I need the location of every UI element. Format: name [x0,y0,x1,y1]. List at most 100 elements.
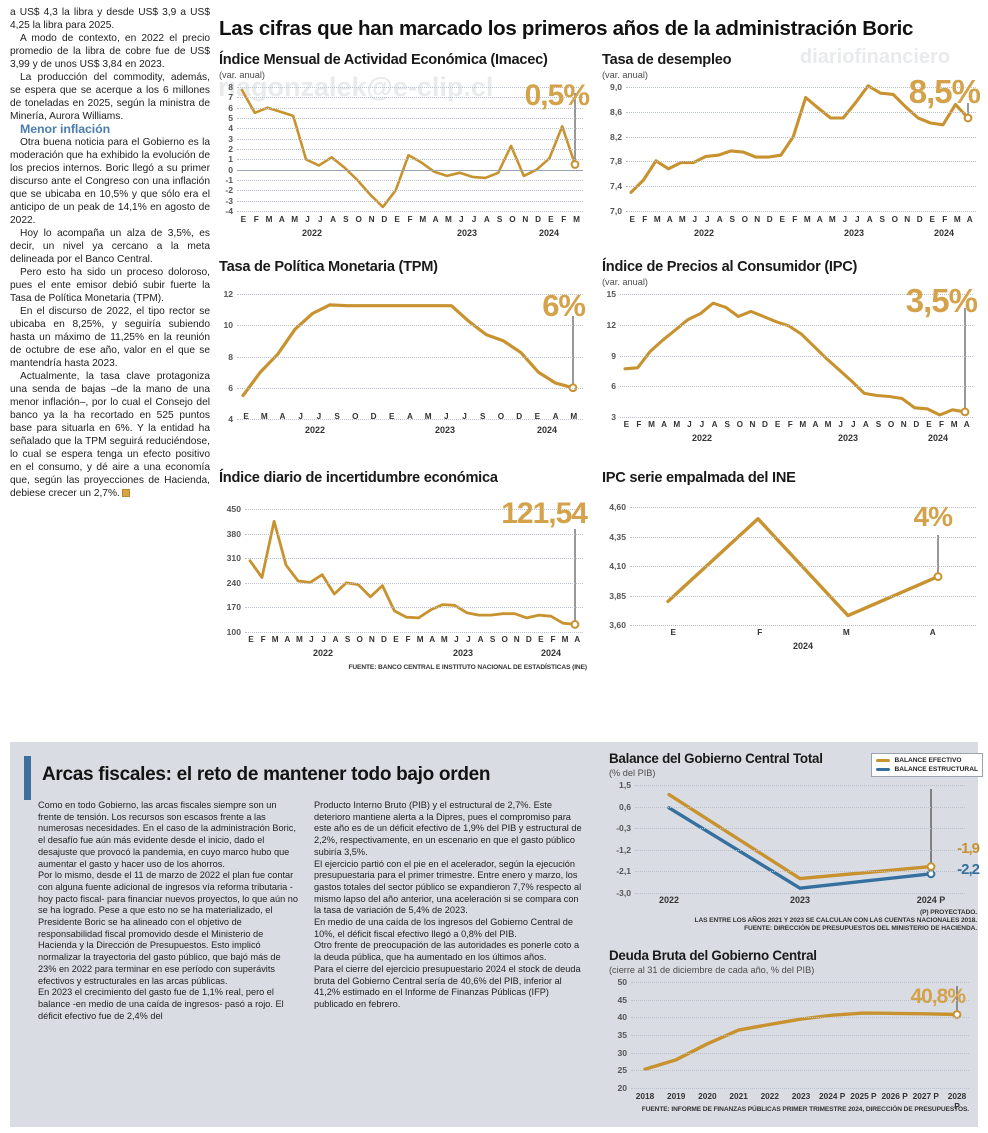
y-axis-tick-label: 1 [228,154,233,165]
gridline [237,180,583,181]
chart-balance: Balance del Gobierno Central Total (% de… [609,750,988,932]
article-paragraph-text: Actualmente, la tasa clave protagoniza u… [10,371,210,499]
gridline [237,97,583,99]
x-axis-tick-label: S [724,420,730,429]
article-paragraph: A modo de contexto, en 2022 el precio pr… [10,33,210,70]
y-axis-tick-label: 4,10 [609,561,626,571]
x-axis-tick-label: 2020 [698,1091,717,1101]
chart-desempleo: Tasa de desempleo (var. anual) 9,0 8,6 8,2… [602,52,981,238]
article-paragraph: En el discurso de 2022, el tipo rector s… [10,306,210,369]
x-axis-tick-label: M [295,635,303,644]
x-axis-tick-label: 2024 P [819,1091,846,1101]
fiscal-paragraph: Para el cierre del ejercicio presupuesta… [314,963,581,1009]
y-axis-tick-label: 40 [617,1012,627,1023]
x-axis-tick-label: 2018 [635,1091,655,1101]
gridline [626,87,976,88]
x-axis-tick-label: E [248,635,254,644]
y-axis-tick-label: 45 [617,994,627,1005]
gridline [237,128,583,130]
x-axis-tick-label: A [711,420,718,429]
page-title: Las cifras que han marcado los primeros … [219,17,914,40]
x-axis-year-label: 2023 [452,648,474,658]
article-paragraph: Actualmente, la tasa clave protagoniza u… [10,370,210,500]
chart-note: LAS ENTRE LOS AÑOS 2021 Y 2023 SE CALCUL… [694,917,978,924]
x-axis-tick-label: O [352,412,359,421]
gridline [237,138,583,140]
x-axis-tick-label: 2026 P [881,1091,908,1101]
x-axis-tick-label: S [480,412,486,421]
x-axis-tick-label: J [692,215,698,224]
last-value-marker [926,862,936,871]
x-axis-tick-label: J [318,215,323,224]
y-axis-tick-label: 7,8 [610,156,622,167]
chart-title: Deuda Bruta del Gobierno Central [609,948,817,963]
x-axis-tick-label: A [284,635,291,644]
x-axis-tick-label: N [513,635,520,644]
gridline [237,419,583,420]
x-axis-tick-label: E [548,215,554,224]
x-axis-tick-label: D [916,215,923,224]
series-label-efectivo: -1,9 [957,840,980,857]
x-axis-tick-label: A [862,420,869,429]
y-axis-tick-label: 25 [617,1065,627,1076]
x-axis-tick-label: A [279,412,286,421]
gridline [626,161,976,163]
plot-area: 50 45 40 35 30 25 20 40,8% 2018 2019 2020 2021 202… [617,977,969,1113]
x-axis-tick-label: 2023 [791,1091,811,1101]
x-axis-tick-label: 2021 [729,1091,748,1101]
gridline [237,387,583,389]
x-axis-tick-label: A [406,412,413,421]
legend-swatch-blue [876,767,891,772]
x-axis-tick-label: A [552,412,559,421]
x-axis-year-label: 2022 [312,648,334,658]
gridline [620,324,973,326]
x-axis-tick-label: A [963,420,970,429]
legend-swatch-orange [876,758,891,763]
y-axis-tick-label: 3 [228,133,233,144]
x-axis-tick-label: S [496,215,503,224]
article-paragraph: Otra buena noticia para el Gobierno es l… [10,137,210,226]
gridline [630,536,976,538]
x-axis-tick-label: N [749,420,756,429]
x-axis-year-label: 2024 [540,648,562,658]
y-axis-tick-label: 7 [228,92,233,103]
x-axis-year-label: 2022 [301,228,323,238]
x-axis-tick-label: E [670,628,676,637]
gridline [620,294,973,295]
x-axis-tick-label: O [356,635,363,644]
x-axis-year-label: 2024 [538,228,560,238]
x-axis-year-label: 2023 [837,433,859,443]
fiscal-paragraph: Otro frente de preocupación de las autor… [314,940,580,963]
series-line [240,88,577,209]
gridline [237,87,583,88]
chart-deuda: Deuda Bruta del Gobierno Central (cierre… [609,947,988,1113]
x-axis-tick-label: D [381,215,388,224]
x-axis-tick-label: D [766,215,773,224]
x-axis-tick-label: F [942,215,948,224]
gridline [237,118,583,119]
x-axis-tick-label: F [407,215,413,224]
x-axis-tick-label: E [926,420,932,429]
gridline [631,1070,969,1072]
line-series [667,789,936,890]
gridline [631,1052,969,1054]
article-paragraph: La producción del commodity, además, se … [10,72,210,122]
x-axis-tick-label: J [462,412,467,421]
x-axis-tick-label: M [419,215,427,224]
x-axis-tick-label: J [444,412,449,421]
x-axis-tick-label: E [394,215,400,224]
x-axis-tick-label: A [278,215,285,224]
gridline [245,632,583,633]
gridline [237,325,583,327]
x-axis-tick-label: J [458,215,464,224]
y-axis-tick-label: 0,6 [619,801,631,812]
gridline [631,1017,969,1019]
y-axis-tick-label: 170 [226,602,241,613]
y-axis-tick-label: -0,3 [616,823,631,834]
x-axis-tick-label: E [623,420,630,429]
x-axis-tick-label: D [535,215,542,224]
x-axis-tick-label: M [265,215,273,224]
y-axis-tick-label: 7,4 [610,181,622,192]
